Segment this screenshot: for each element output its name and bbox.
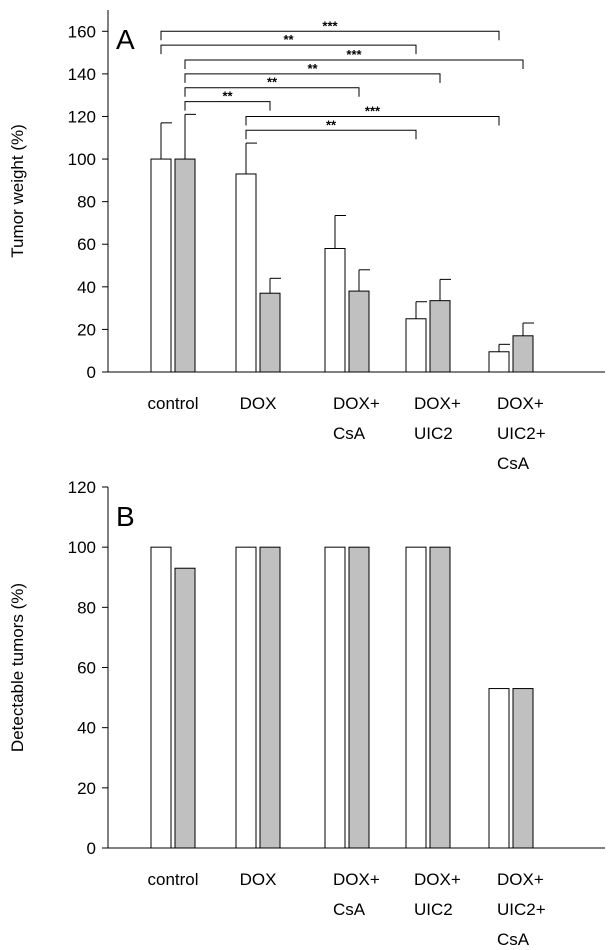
x-tick-label: control: [147, 870, 198, 889]
y-tick-label: 40: [77, 278, 96, 297]
y-tick-label: 100: [68, 150, 96, 169]
y-axis-title: Detectable tumors (%): [8, 583, 27, 752]
bar: [150, 546, 172, 849]
significance-bracket: [184, 73, 441, 83]
x-tick-label: UIC2+: [497, 900, 546, 919]
y-tick-label: 0: [87, 839, 96, 858]
significance-label: **: [283, 32, 294, 47]
x-tick-label: DOX+: [497, 394, 544, 413]
y-tick-label: 140: [68, 65, 96, 84]
bar: [150, 158, 172, 373]
panel-a: 0 20 40 60 80 100 120 140 160 Tumor weight (%) Aco…: [8, 10, 605, 473]
y-tick-label: 20: [77, 779, 96, 798]
significance-bracket: [160, 44, 417, 55]
x-tick-label: DOX+: [497, 870, 544, 889]
x-tick-label: DOX+: [333, 394, 380, 413]
y-tick-label: 60: [77, 235, 96, 254]
significance-label: ***: [322, 18, 338, 33]
y-tick-label: 20: [77, 320, 96, 339]
bar: [512, 335, 534, 373]
y-tick-label: 80: [77, 598, 96, 617]
x-tick-label: CsA: [333, 900, 366, 919]
x-tick-label: CsA: [497, 930, 530, 949]
bar: [348, 290, 370, 373]
bar: [488, 688, 510, 849]
x-tick-label: DOX+: [414, 870, 461, 889]
x-tick-label: DOX+: [333, 870, 380, 889]
x-tick-label: DOX: [240, 870, 277, 889]
y-tick-label: 120: [68, 478, 96, 497]
bar: [512, 688, 534, 849]
bar: [405, 546, 427, 849]
bar: [235, 173, 257, 373]
x-tick-label: UIC2: [414, 900, 453, 919]
x-tick-label: UIC2+: [497, 424, 546, 443]
bar: [259, 292, 281, 373]
x-tick-label: control: [147, 394, 198, 413]
panel-letter: A: [116, 24, 135, 55]
x-tick-label: UIC2: [414, 424, 453, 443]
y-tick-label: 40: [77, 719, 96, 738]
significance-label: **: [267, 75, 278, 90]
bar: [259, 546, 281, 849]
panel-b: 0 20 40 60 80 100 120 Detectable tumors (%) Bcon…: [8, 478, 605, 949]
significance-bracket: [184, 59, 524, 70]
bar: [488, 351, 510, 373]
panel-letter: B: [116, 501, 135, 532]
significance-label: **: [307, 61, 318, 76]
y-tick-label: 120: [68, 107, 96, 126]
bar: [174, 158, 196, 373]
x-tick-label: DOX: [240, 394, 277, 413]
significance-bracket: [184, 101, 271, 111]
y-tick-label: 0: [87, 363, 96, 382]
y-tick-label: 100: [68, 538, 96, 557]
bar: [235, 546, 257, 849]
significance-label: ***: [346, 47, 362, 62]
x-tick-label: CsA: [333, 424, 366, 443]
y-axis-title: Tumor weight (%): [8, 124, 27, 258]
x-tick-label: DOX+: [414, 394, 461, 413]
significance-bracket: [184, 87, 360, 97]
significance-label: **: [326, 117, 337, 132]
y-tick-label: 60: [77, 659, 96, 678]
significance-bracket: [245, 115, 500, 126]
bar: [429, 300, 451, 373]
bar: [324, 546, 346, 849]
y-tick-label: 80: [77, 193, 96, 212]
bar: [405, 318, 427, 373]
significance-label: ***: [365, 103, 381, 118]
bar: [429, 546, 451, 849]
significance-bracket: [245, 129, 417, 140]
y-tick-label: 160: [68, 22, 96, 41]
significance-bracket: [160, 30, 500, 41]
bar: [348, 546, 370, 849]
significance-label: **: [222, 89, 233, 104]
bar: [324, 247, 346, 373]
x-tick-label: CsA: [497, 454, 530, 473]
bar: [174, 567, 196, 849]
